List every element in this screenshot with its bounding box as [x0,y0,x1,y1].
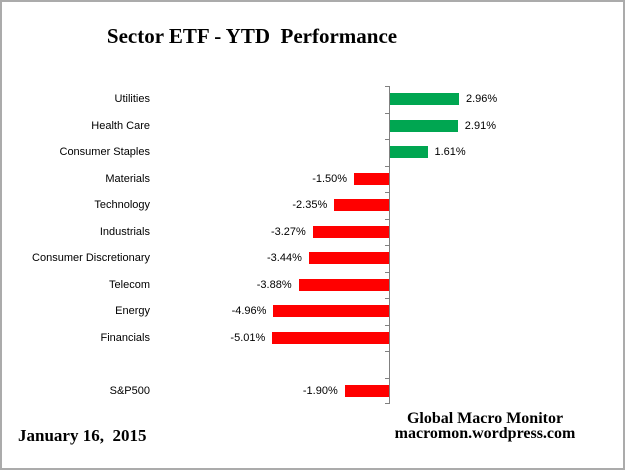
axis-tick [385,192,389,193]
value-label-industrials: -3.27% [270,225,306,238]
bar-utilities [390,93,459,106]
axis-tick [385,378,389,379]
value-label-financials: -5.01% [230,331,266,344]
axis-tick [385,272,389,273]
bar-industrials [312,225,389,238]
axis-tick [385,166,389,167]
axis-tick [385,219,389,220]
source-url: macromon.wordpress.com [394,425,576,442]
bar-health-care [390,119,458,132]
category-label-s-p500: S&P500 [109,384,150,397]
bar-materials [354,172,389,185]
category-axis-line [389,86,390,404]
bar-financials [272,331,389,344]
bar-telecom [298,278,389,291]
category-label-consumer-discretionary: Consumer Discretionary [32,252,150,264]
category-label-consumer-staples: Consumer Staples [59,146,151,158]
axis-tick [385,351,389,352]
chart-title: Sector ETF - YTD Performance [106,24,398,48]
value-label-telecom: -3.88% [256,278,292,291]
axis-tick [385,403,389,404]
value-label-s-p500: -1.90% [302,384,338,397]
value-label-technology: -2.35% [292,199,328,211]
date-label: January 16, 2015 [18,426,147,445]
axis-tick [385,86,389,87]
category-label-telecom: Telecom [109,278,150,291]
axis-tick [385,298,389,299]
value-label-materials: -1.50% [312,172,348,185]
value-label-consumer-staples: 1.61% [434,146,466,158]
bar-consumer-staples [390,146,428,159]
value-label-consumer-discretionary: -3.44% [267,252,302,264]
category-label-energy: Energy [115,305,150,317]
value-label-energy: -4.96% [231,305,267,317]
bar-technology [334,199,389,212]
category-label-materials: Materials [105,172,150,185]
value-label-health-care: 2.91% [464,119,496,132]
axis-tick [385,113,389,114]
bar-s-p500 [344,384,389,397]
axis-tick [385,245,389,246]
source-name: Global Macro Monitor [406,410,564,427]
axis-tick [385,325,389,326]
source-attribution: Global Macro Monitor macromon.wordpress.… [360,410,610,442]
bar-energy [273,305,389,318]
plot-area: Utilities 2.96% Health Care 2.91% Consumer S… [2,86,623,404]
category-label-financials: Financials [100,331,150,344]
category-label-health-care: Health Care [91,119,150,132]
bar-consumer-discretionary [308,252,389,265]
category-label-utilities: Utilities [114,93,150,105]
value-label-utilities: 2.96% [465,93,498,105]
category-label-industrials: Industrials [99,225,150,238]
axis-tick [385,139,389,140]
category-label-technology: Technology [94,199,150,211]
